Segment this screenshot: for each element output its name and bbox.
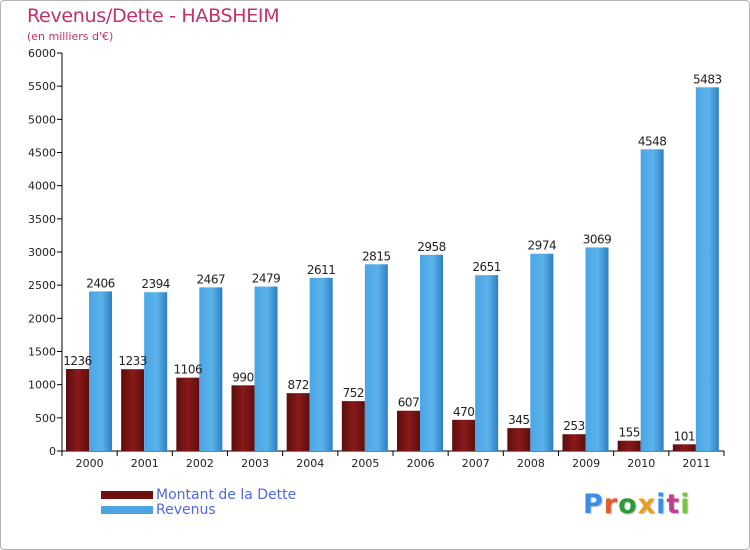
bar-dette (617, 440, 641, 451)
y-tick-label: 2000 (28, 312, 56, 325)
bar-revenus (89, 291, 112, 451)
value-label-dette: 253 (563, 419, 584, 433)
y-tick-label: 6000 (28, 47, 56, 60)
value-labels: 1236 1233 1106 990 872 752 607 470 345 253 155 101 2… (63, 72, 722, 443)
x-tick-label: 2000 (76, 457, 104, 470)
bar-dette (452, 419, 476, 451)
logo-letter: P (583, 489, 604, 520)
value-label-dette: 1106 (174, 363, 203, 377)
value-label-revenus: 2479 (252, 272, 281, 286)
value-label-revenus: 2406 (86, 276, 115, 290)
value-label-dette: 872 (287, 378, 308, 392)
logo-letter: o (618, 489, 638, 520)
logo-letter: r (603, 489, 619, 520)
logo-letter: x (637, 489, 657, 520)
value-label-revenus: 2394 (141, 277, 170, 291)
value-label-dette: 1233 (118, 354, 147, 368)
x-tick-label: 2010 (627, 457, 655, 470)
x-tick-label: 2009 (572, 457, 600, 470)
bars (66, 87, 719, 452)
x-tick-label: 2003 (241, 457, 269, 470)
chart-title: Revenus/Dette - HABSHEIM (27, 5, 280, 27)
bar-revenus (199, 287, 223, 451)
bar-dette (286, 393, 310, 451)
bar-dette (231, 385, 255, 451)
value-label-dette: 470 (453, 405, 474, 419)
bar-revenus (475, 275, 499, 451)
value-label-dette: 990 (232, 370, 253, 384)
value-label-revenus: 3069 (583, 232, 612, 246)
logo-letter: i (656, 489, 667, 520)
legend-swatch-revenus (101, 506, 153, 514)
bar-revenus (695, 87, 719, 451)
value-label-revenus: 2651 (472, 260, 501, 274)
bar-revenus (585, 247, 609, 451)
y-tick-label: 4500 (28, 147, 56, 160)
value-label-dette: 345 (508, 413, 529, 427)
bar-revenus (640, 149, 664, 452)
bar-dette (397, 410, 420, 451)
y-tick-label: 3000 (28, 246, 56, 259)
value-label-revenus: 2467 (197, 272, 226, 286)
value-label-dette: 607 (398, 396, 419, 410)
x-tick-label: 2001 (131, 457, 159, 470)
y-tick-label: 3500 (28, 213, 56, 226)
bar-revenus (309, 277, 333, 451)
value-label-revenus: 5483 (693, 72, 722, 86)
x-tick-label: 2005 (351, 457, 379, 470)
bar-dette (507, 428, 531, 451)
value-label-dette: 155 (618, 426, 639, 440)
value-label-revenus: 2815 (362, 249, 391, 263)
bar-dette (121, 369, 145, 451)
x-tick-label: 2004 (296, 457, 324, 470)
value-label-revenus: 2974 (528, 239, 557, 253)
bar-dette (672, 444, 696, 451)
x-tick-label: 2008 (517, 457, 545, 470)
y-tick-label: 500 (35, 412, 56, 425)
value-label-dette: 1236 (63, 354, 92, 368)
logo-letter: i (680, 489, 691, 520)
bar-revenus (420, 254, 443, 451)
x-tick-label: 2006 (407, 457, 435, 470)
x-tick-label: 2011 (682, 457, 710, 470)
proxiti-logo: Proxiti (583, 489, 691, 520)
y-tick-label: 4000 (28, 180, 56, 193)
bar-revenus (364, 264, 388, 451)
legend-swatch-debt (101, 491, 153, 499)
y-tick-label: 1500 (28, 346, 56, 359)
value-label-dette: 752 (343, 386, 364, 400)
legend-label-debt: Montant de la Dette (156, 487, 297, 503)
bar-dette (176, 377, 200, 451)
bar-dette (341, 401, 365, 451)
value-label-revenus: 2611 (307, 263, 336, 277)
x-tick-label: 2002 (186, 457, 214, 470)
bar-dette (66, 369, 89, 451)
y-tick-label: 5000 (28, 113, 56, 126)
value-label-revenus: 4548 (638, 134, 667, 148)
bar-revenus (530, 253, 554, 451)
bar-dette (562, 434, 586, 451)
bar-revenus (144, 292, 168, 451)
y-tick-label: 2500 (28, 279, 56, 292)
logo-letter: t (666, 489, 681, 520)
legend-label-revenus: Revenus (156, 502, 216, 518)
y-tick-label: 0 (49, 445, 56, 458)
value-label-dette: 101 (674, 429, 695, 443)
x-tick-label: 2007 (462, 457, 490, 470)
y-tick-label: 5500 (28, 80, 56, 93)
bar-revenus (254, 286, 278, 451)
axes: 0 500 1000 1500 2000 2500 3000 3500 4000 4500 5000… (28, 47, 725, 470)
value-label-revenus: 2958 (417, 240, 446, 254)
chart-subtitle: (en milliers d'€) (27, 30, 114, 43)
y-tick-label: 1000 (28, 379, 56, 392)
